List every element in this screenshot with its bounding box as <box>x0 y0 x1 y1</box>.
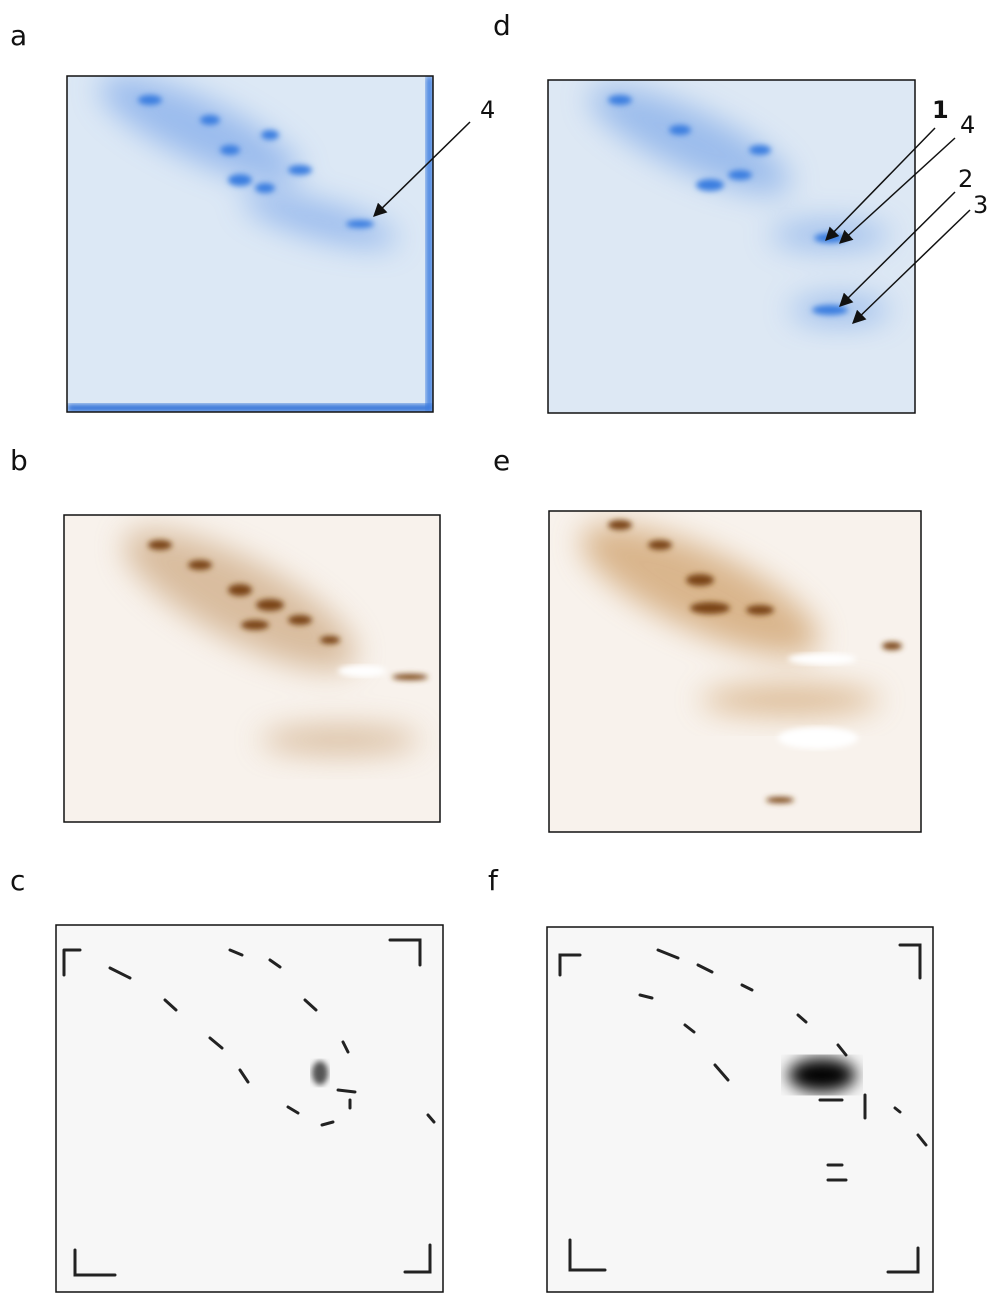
panel-frame <box>548 510 922 833</box>
panel-frame <box>547 79 916 414</box>
panel-label: d <box>493 9 511 42</box>
spot-label: 4 <box>960 111 975 139</box>
arrow <box>373 121 471 217</box>
blot-image <box>56 925 443 1292</box>
gel-image <box>67 76 433 412</box>
spot-label: 2 <box>958 165 973 193</box>
panel-label: a <box>10 19 27 52</box>
panel-frame <box>546 926 934 1293</box>
spot-label: 3 <box>973 191 988 219</box>
panel-frame <box>63 514 441 823</box>
arrow <box>839 191 956 307</box>
panel-label: f <box>488 864 499 897</box>
panel-frame <box>55 924 444 1293</box>
gel-image <box>549 511 921 832</box>
gel-image <box>548 80 915 413</box>
arrow <box>839 137 956 244</box>
panel-label: c <box>10 864 25 897</box>
spot-label: 4 <box>480 96 495 124</box>
spot-label: 1 <box>932 96 949 124</box>
arrow <box>852 209 971 324</box>
arrow <box>825 127 936 241</box>
panel-label: e <box>493 444 510 477</box>
blot-image <box>547 927 933 1292</box>
panel-frame <box>66 75 434 413</box>
panel-label: b <box>10 444 28 477</box>
gel-image <box>64 515 440 822</box>
